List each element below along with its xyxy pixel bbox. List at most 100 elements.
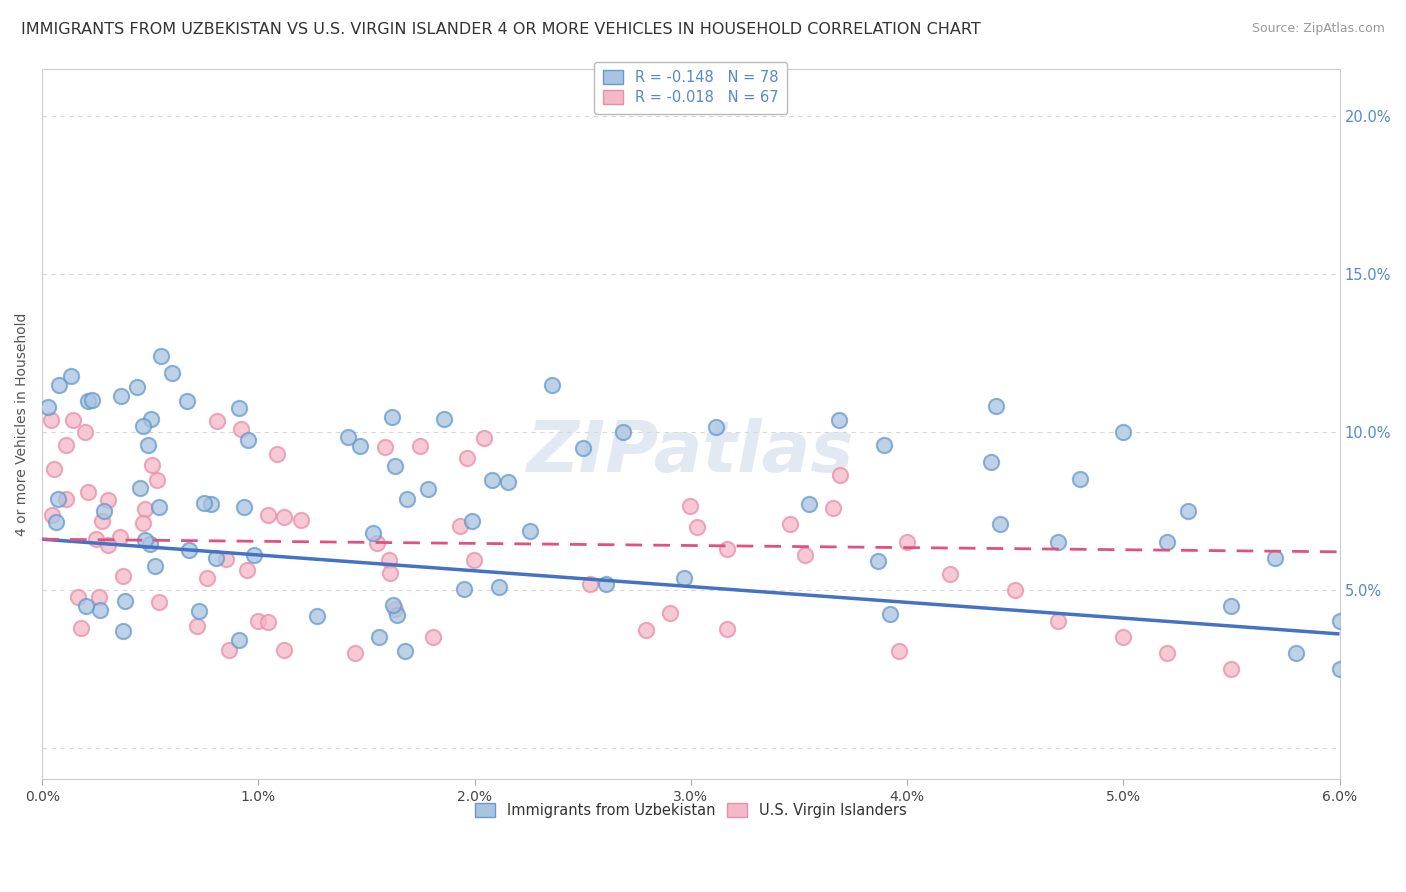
Point [134,533,156,548]
Point [1004,582,1026,597]
Point [868,554,890,568]
Point [176,394,198,409]
Point [636,623,658,637]
Point [247,614,270,628]
Point [595,577,617,591]
Point [716,623,738,637]
Point [1220,662,1243,676]
Point [673,571,696,585]
Point [187,605,209,619]
Point [149,349,172,363]
Point [266,447,288,461]
Point [89,591,111,605]
Point [97,538,120,552]
Point [463,553,485,567]
Point [1069,472,1091,486]
Point [111,569,134,583]
Point [496,475,519,490]
Point [984,399,1007,413]
Point [658,606,681,620]
Point [579,576,602,591]
Point [572,442,595,456]
Point [879,607,901,621]
Point [939,566,962,581]
Point [704,420,727,434]
Point [679,499,702,513]
Point [193,495,215,509]
Point [305,609,328,624]
Point [290,513,312,527]
Point [1112,630,1135,644]
Point [456,451,478,466]
Point [378,566,401,580]
Point [1177,504,1199,518]
Point [132,419,155,434]
Point [97,493,120,508]
Point [110,389,132,403]
Point [988,516,1011,531]
Point [257,615,280,629]
Point [488,581,510,595]
Point [93,504,115,518]
Point [367,630,389,644]
Point [110,530,132,544]
Point [433,412,456,426]
Point [205,551,228,566]
Point [84,532,107,546]
Point [235,562,257,576]
Point [378,553,401,567]
Point [45,515,67,529]
Point [821,501,844,516]
Text: ZIPatlas: ZIPatlas [527,417,855,487]
Point [48,378,70,392]
Point [887,644,910,658]
Point [186,619,208,633]
Point [77,394,100,409]
Point [980,455,1002,469]
Y-axis label: 4 or more Vehicles in Household: 4 or more Vehicles in Household [15,312,30,535]
Point [125,380,148,394]
Point [205,414,228,428]
Point [828,413,851,427]
Point [75,425,97,439]
Point [416,483,439,497]
Point [39,413,62,427]
Point [242,549,264,563]
Point [519,524,541,539]
Point [148,500,170,514]
Point [828,467,851,482]
Point [453,582,475,597]
Point [273,642,295,657]
Point [177,543,200,558]
Point [1156,535,1178,549]
Point [384,458,406,473]
Point [232,500,254,515]
Point [779,517,801,532]
Point [381,598,404,612]
Point [229,421,252,435]
Point [1329,662,1351,676]
Point [1047,535,1070,549]
Point [55,438,77,452]
Point [46,492,69,507]
Point [385,608,408,623]
Point [139,537,162,551]
Point [793,548,815,562]
Point [896,535,918,549]
Point [145,558,167,573]
Point [215,552,238,566]
Point [1329,615,1351,629]
Point [450,519,472,533]
Point [344,646,367,660]
Point [37,400,59,414]
Point [134,502,156,516]
Point [139,411,162,425]
Point [129,481,152,495]
Point [873,438,896,452]
Point [111,624,134,638]
Point [90,514,112,528]
Point [273,509,295,524]
Point [612,425,634,439]
Point [374,440,396,454]
Point [228,401,250,416]
